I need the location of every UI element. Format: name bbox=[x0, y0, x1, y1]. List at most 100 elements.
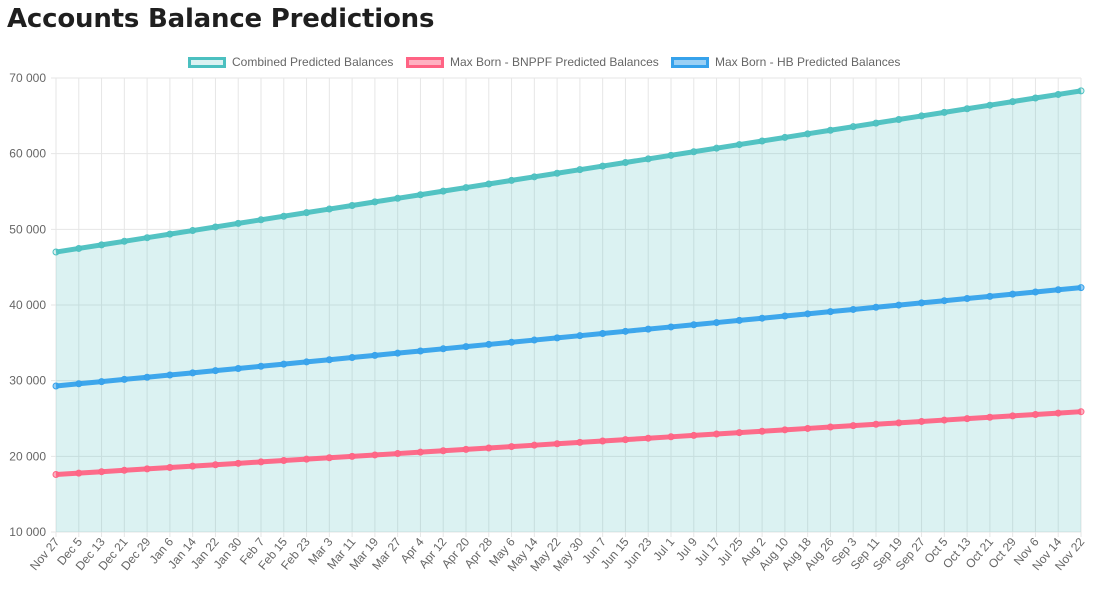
data-point bbox=[599, 162, 607, 170]
data-point bbox=[1077, 284, 1085, 292]
data-point bbox=[348, 452, 356, 460]
data-point bbox=[690, 321, 698, 329]
data-point bbox=[75, 244, 83, 252]
data-point bbox=[325, 205, 333, 213]
legend-swatch-hb bbox=[671, 56, 709, 68]
data-point bbox=[143, 234, 151, 242]
page-title: Accounts Balance Predictions bbox=[7, 4, 435, 34]
data-point bbox=[52, 470, 60, 478]
legend-label-combined: Combined Predicted Balances bbox=[232, 55, 394, 69]
data-point bbox=[940, 297, 948, 305]
data-point bbox=[599, 437, 607, 445]
data-point bbox=[713, 430, 721, 438]
data-point bbox=[485, 180, 493, 188]
data-point bbox=[416, 191, 424, 199]
data-point bbox=[508, 176, 516, 184]
data-point bbox=[758, 314, 766, 322]
data-point bbox=[1031, 94, 1039, 102]
data-point bbox=[758, 137, 766, 145]
data-point bbox=[667, 323, 675, 331]
series-line bbox=[55, 88, 1082, 255]
data-point bbox=[986, 101, 994, 109]
legend-label-hb: Max Born - HB Predicted Balances bbox=[715, 55, 901, 69]
data-point bbox=[530, 173, 538, 181]
data-point bbox=[895, 419, 903, 427]
data-point bbox=[918, 417, 926, 425]
data-point bbox=[98, 378, 106, 386]
y-tick-label: 70 000 bbox=[9, 71, 46, 85]
data-point bbox=[394, 450, 402, 458]
data-point bbox=[257, 458, 265, 466]
series-area bbox=[56, 90, 1081, 532]
data-point bbox=[485, 340, 493, 348]
data-point bbox=[849, 305, 857, 313]
data-point bbox=[394, 349, 402, 357]
data-point bbox=[371, 351, 379, 359]
data-point bbox=[348, 354, 356, 362]
data-point bbox=[667, 151, 675, 159]
data-point bbox=[849, 123, 857, 131]
data-point bbox=[872, 119, 880, 127]
data-point bbox=[325, 454, 333, 462]
data-point bbox=[462, 184, 470, 192]
series-line bbox=[55, 285, 1082, 389]
data-point bbox=[667, 433, 675, 441]
data-point bbox=[462, 445, 470, 453]
data-point bbox=[211, 223, 219, 231]
y-tick-label: 20 000 bbox=[9, 449, 46, 463]
data-point bbox=[120, 237, 128, 245]
data-point bbox=[52, 382, 60, 390]
data-point bbox=[462, 343, 470, 351]
data-point bbox=[735, 141, 743, 149]
data-point bbox=[234, 364, 242, 372]
legend-swatch-combined bbox=[188, 56, 226, 68]
data-point bbox=[303, 455, 311, 463]
legend-swatch-bnppf bbox=[406, 56, 444, 68]
data-point bbox=[439, 187, 447, 195]
data-point bbox=[1009, 412, 1017, 420]
data-point bbox=[1009, 98, 1017, 106]
y-tick-label: 10 000 bbox=[9, 525, 46, 539]
data-point bbox=[735, 429, 743, 437]
data-point bbox=[826, 308, 834, 316]
data-point bbox=[211, 461, 219, 469]
data-point bbox=[280, 360, 288, 368]
data-point bbox=[576, 332, 584, 340]
data-point bbox=[120, 375, 128, 383]
legend-item-hb[interactable]: Max Born - HB Predicted Balances bbox=[671, 52, 900, 72]
data-point bbox=[621, 327, 629, 335]
data-point bbox=[189, 227, 197, 235]
data-point bbox=[394, 194, 402, 202]
data-point bbox=[553, 169, 561, 177]
legend-item-combined[interactable]: Combined Predicted Balances bbox=[188, 52, 393, 72]
data-point bbox=[940, 416, 948, 424]
data-point bbox=[1031, 288, 1039, 296]
data-point bbox=[918, 299, 926, 307]
chart-legend: Combined Predicted Balances Max Born - B… bbox=[0, 52, 1101, 72]
data-point bbox=[371, 198, 379, 206]
data-point bbox=[804, 310, 812, 318]
data-point bbox=[1077, 87, 1085, 95]
data-point bbox=[303, 209, 311, 217]
data-point bbox=[189, 369, 197, 377]
data-point bbox=[485, 444, 493, 452]
data-point bbox=[621, 436, 629, 444]
data-point bbox=[508, 338, 516, 346]
data-point bbox=[963, 105, 971, 113]
legend-item-bnppf[interactable]: Max Born - BNPPF Predicted Balances bbox=[406, 52, 659, 72]
data-point bbox=[508, 443, 516, 451]
data-point bbox=[553, 440, 561, 448]
series-line bbox=[55, 409, 1082, 477]
data-point bbox=[280, 212, 288, 220]
data-point bbox=[553, 334, 561, 342]
data-point bbox=[1077, 408, 1085, 416]
x-tick-label: Jul 25 bbox=[714, 535, 746, 569]
data-point bbox=[371, 451, 379, 459]
data-point bbox=[98, 241, 106, 249]
data-point bbox=[963, 415, 971, 423]
data-point bbox=[826, 423, 834, 431]
data-point bbox=[439, 447, 447, 455]
data-point bbox=[1031, 410, 1039, 418]
y-tick-label: 30 000 bbox=[9, 374, 46, 388]
